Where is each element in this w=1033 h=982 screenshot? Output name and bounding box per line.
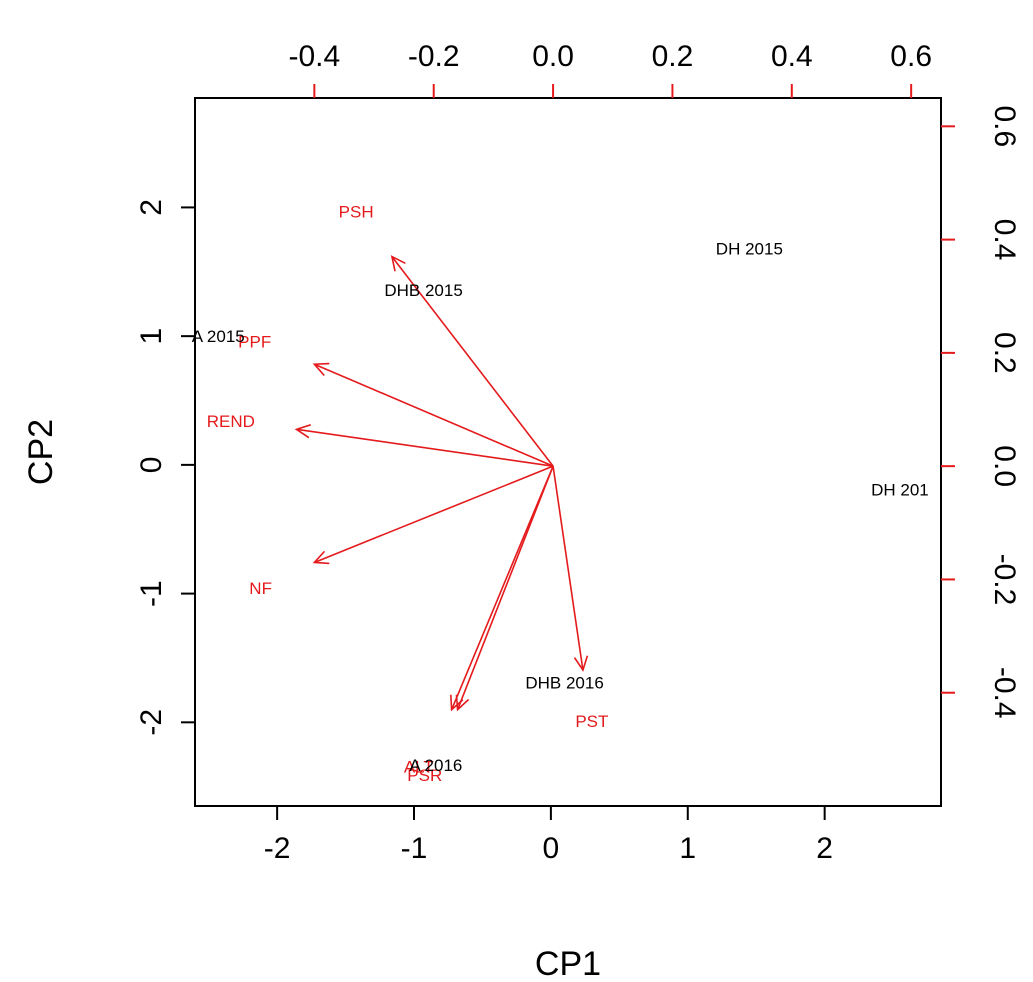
loading-arrow-shaft bbox=[450, 465, 554, 711]
right-tick-label: 0.6 bbox=[988, 105, 1021, 147]
loading-arrow-head bbox=[390, 255, 406, 272]
right-tick-label: 0.2 bbox=[988, 332, 1021, 374]
left-tick-label: 2 bbox=[135, 199, 168, 216]
top-tick-label: 0.6 bbox=[890, 40, 932, 73]
right-tick-label: -0.4 bbox=[988, 667, 1021, 719]
variable-label: PSH bbox=[339, 202, 374, 221]
top-tick-label: 0.2 bbox=[652, 40, 694, 73]
loading-arrow-shaft bbox=[296, 428, 554, 467]
observation-label: DH 2015 bbox=[716, 240, 783, 259]
variable-label: NF bbox=[249, 579, 272, 598]
variable-label: PSR bbox=[407, 766, 442, 785]
x-axis-title: CP1 bbox=[535, 945, 601, 982]
loading-arrow-head bbox=[312, 550, 330, 565]
left-tick-label: -1 bbox=[135, 580, 168, 607]
loading-arrow-shaft bbox=[552, 466, 584, 671]
plot-frame bbox=[194, 97, 942, 807]
loading-arrow-shaft bbox=[314, 465, 554, 564]
observation-labels: DH 2015 DHB 2015 A 2015 DH 201 DHB 2016 A 201… bbox=[192, 240, 929, 775]
top-tick-label: -0.4 bbox=[289, 40, 341, 73]
variable-label: REND bbox=[207, 412, 255, 431]
observation-label: DHB 2015 bbox=[384, 281, 462, 300]
observation-label: A 2016 bbox=[409, 756, 462, 775]
bottom-tick-label: -1 bbox=[401, 832, 428, 865]
variable-label: PPF bbox=[238, 333, 271, 352]
loading-arrow-head bbox=[573, 655, 589, 672]
left-tick-label: 1 bbox=[135, 328, 168, 345]
loading-arrow-shaft bbox=[314, 363, 554, 467]
loading-arrow-head bbox=[294, 424, 311, 439]
loading-arrow-shaft bbox=[391, 256, 554, 467]
loading-arrow-head bbox=[450, 694, 464, 712]
top-tick-label: 0.4 bbox=[771, 40, 813, 73]
bottom-axis: -2 -1 0 1 2 bbox=[264, 806, 833, 865]
observation-label: A 2015 bbox=[192, 327, 245, 346]
variable-label: ALT bbox=[404, 757, 434, 776]
top-tick-label: 0.0 bbox=[532, 40, 574, 73]
loading-arrow-shaft bbox=[456, 465, 554, 711]
top-tick-label: -0.2 bbox=[408, 40, 460, 73]
right-tick-label: 0.0 bbox=[988, 445, 1021, 487]
observation-label: DH 201 bbox=[871, 480, 929, 499]
bottom-tick-label: 2 bbox=[816, 832, 833, 865]
right-tick-label: -0.2 bbox=[988, 554, 1021, 606]
y-axis-title: CP2 bbox=[22, 419, 60, 485]
top-axis: -0.4 -0.2 0.0 0.2 0.4 0.6 bbox=[289, 40, 932, 98]
variable-label: PST bbox=[575, 712, 608, 731]
loading-arrow-head bbox=[455, 694, 470, 712]
left-tick-label: -2 bbox=[135, 709, 168, 736]
bottom-tick-label: -2 bbox=[264, 832, 291, 865]
bottom-tick-label: 1 bbox=[679, 832, 696, 865]
loading-arrow-head bbox=[312, 362, 330, 377]
left-axis: -2 -1 0 1 2 bbox=[135, 199, 195, 736]
loading-arrows bbox=[294, 255, 589, 712]
observation-label: DHB 2016 bbox=[525, 673, 603, 692]
left-tick-label: 0 bbox=[135, 457, 168, 474]
right-tick-label: 0.4 bbox=[988, 219, 1021, 261]
bottom-tick-label: 0 bbox=[543, 832, 560, 865]
right-axis: -0.4 -0.2 0.0 0.2 0.4 0.6 bbox=[941, 105, 1021, 719]
